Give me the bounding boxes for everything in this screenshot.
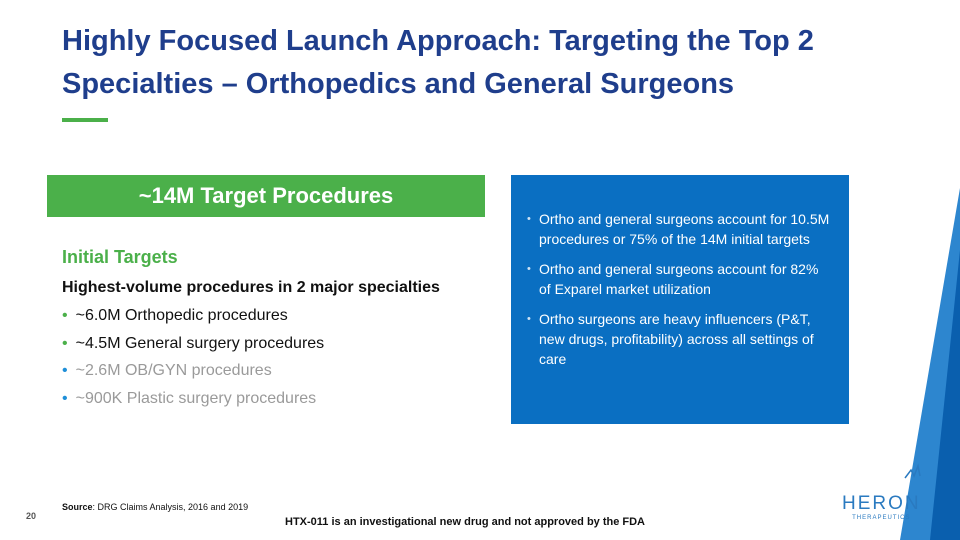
page-number: 20 [26,511,37,521]
target-text: ~900K Plastic surgery procedures [75,389,317,407]
bullet: • [62,362,68,379]
bullet: • [62,307,68,324]
section-subheading: Highest-volume procedures in 2 major spe… [62,279,440,296]
target-text: ~6.0M Orthopedic procedures [75,307,288,324]
logo-sub: THERAPEUTICS [852,515,911,521]
target-item: • ~900K Plastic surgery procedures [62,389,324,417]
section-heading: Initial Targets [62,247,178,267]
bullet: • [62,389,68,407]
stripe-dark [930,250,960,540]
target-text: ~2.6M OB/GYN procedures [75,362,272,379]
title: Highly Focused Launch Approach: Targetin… [62,20,814,106]
disclaimer: HTX-011 is an investigational new drug a… [285,516,645,528]
target-text: ~4.5M General surgery procedures [75,334,325,352]
target-item: • ~2.6M OB/GYN procedures [62,361,324,389]
info-item: Ortho and general surgeons account for 8… [527,259,831,299]
source-label: Source [62,502,93,512]
banner: ~14M Target Procedures [47,175,485,217]
target-list: • ~6.0M Orthopedic procedures • ~4.5M Gener… [62,306,324,416]
source: Source: DRG Claims Analysis, 2016 and 20… [62,502,248,512]
title-rule [62,118,108,122]
info-list: Ortho and general surgeons account for 1… [511,175,849,369]
source-text: : DRG Claims Analysis, 2016 and 2019 [92,502,249,512]
logo-icon [904,463,921,479]
info-item: Ortho and general surgeons account for 1… [527,209,831,249]
logo-name: HERON [842,493,921,514]
info-box: Ortho and general surgeons account for 1… [511,175,849,424]
info-item: Ortho surgeons are heavy influencers (P&… [527,309,831,369]
target-item: • ~6.0M Orthopedic procedures [62,306,324,334]
logo: HERON THERAPEUTICS [842,493,921,521]
title-line: Highly Focused Launch Approach: Targetin… [62,25,814,57]
target-item: • ~4.5M General surgery procedures [62,334,324,362]
bullet: • [62,334,68,352]
title-line: Specialties – Orthopedics and General Su… [62,68,735,100]
